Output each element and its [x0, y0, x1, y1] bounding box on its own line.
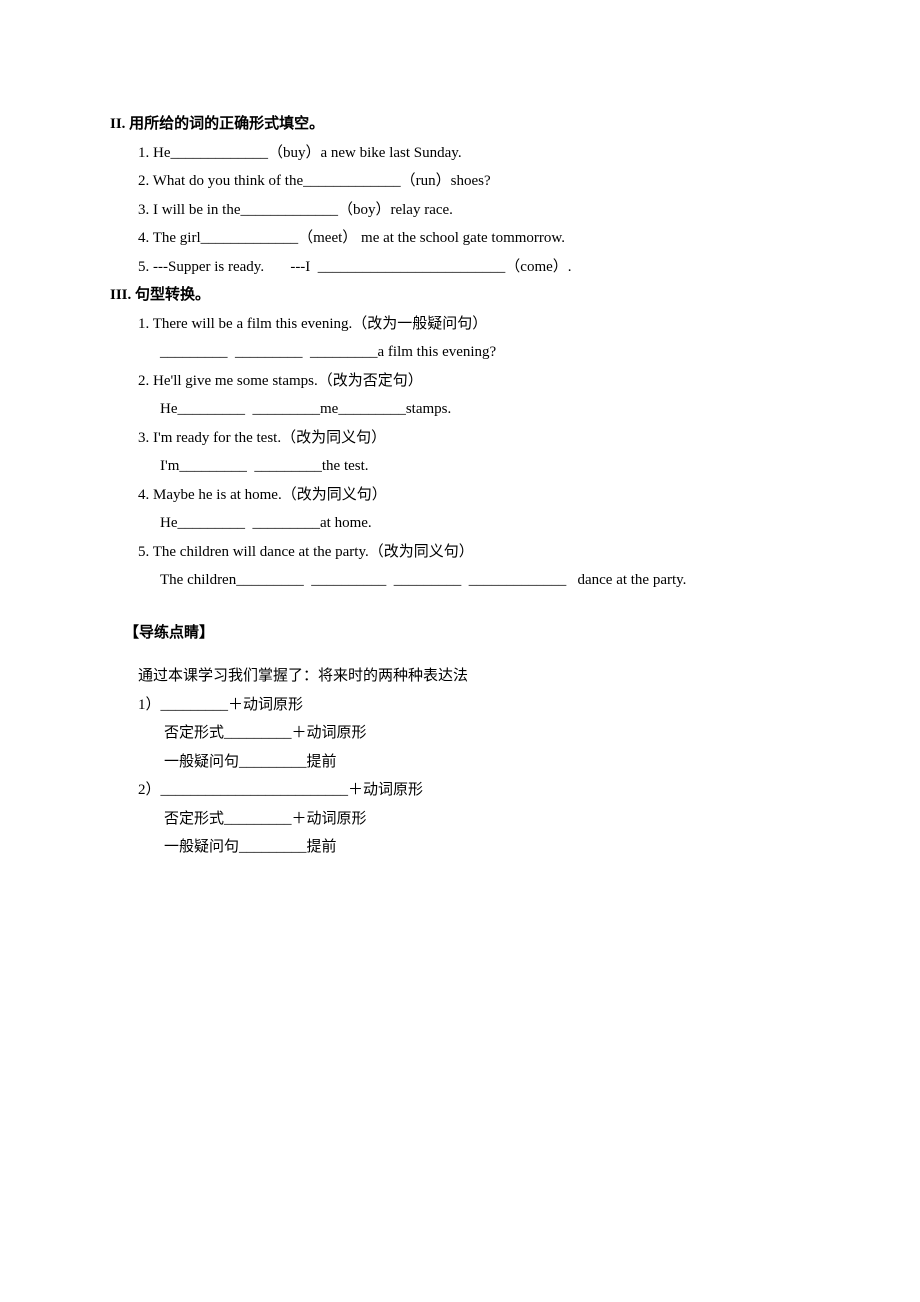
summary-p2-l2: 否定形式_________＋动词原形 [110, 805, 800, 834]
s3-a2: He_________ _________me_________stamps. [110, 395, 800, 424]
summary-p1-l1: 1）_________＋动词原形 [110, 691, 800, 720]
section-3-heading: III. 句型转换。 [110, 281, 800, 310]
summary-p1-l3: 一般疑问句_________提前 [110, 748, 800, 777]
s3-a5: The children_________ __________ _______… [110, 566, 800, 595]
s3-q3: 3. I'm ready for the test.（改为同义句） [110, 424, 800, 453]
worksheet-page: II. 用所给的词的正确形式填空。 1. He_____________（buy… [0, 0, 920, 862]
summary-intro: 通过本课学习我们掌握了：将来时的两种种表达法 [110, 662, 800, 691]
summary-heading: 【导练点睛】 [110, 619, 800, 648]
s2-item-2: 2. What do you think of the_____________… [110, 167, 800, 196]
s3-a3: I'm_________ _________the test. [110, 452, 800, 481]
s3-q2: 2. He'll give me some stamps.（改为否定句） [110, 367, 800, 396]
s3-q4: 4. Maybe he is at home.（改为同义句） [110, 481, 800, 510]
s3-q1: 1. There will be a film this evening.（改为… [110, 310, 800, 339]
section-2-heading: II. 用所给的词的正确形式填空。 [110, 110, 800, 139]
s3-a1: _________ _________ _________a film this… [110, 338, 800, 367]
s3-a4: He_________ _________at home. [110, 509, 800, 538]
summary-p2-l3: 一般疑问句_________提前 [110, 833, 800, 862]
summary-p2-l1: 2）_________________________＋动词原形 [110, 776, 800, 805]
s2-item-5: 5. ---Supper is ready. ---I ____________… [110, 253, 800, 282]
summary-p1-l2: 否定形式_________＋动词原形 [110, 719, 800, 748]
s2-item-3: 3. I will be in the_____________（boy）rel… [110, 196, 800, 225]
s3-q5: 5. The children will dance at the party.… [110, 538, 800, 567]
s2-item-1: 1. He_____________（buy）a new bike last S… [110, 139, 800, 168]
s2-item-4: 4. The girl_____________（meet） me at the… [110, 224, 800, 253]
